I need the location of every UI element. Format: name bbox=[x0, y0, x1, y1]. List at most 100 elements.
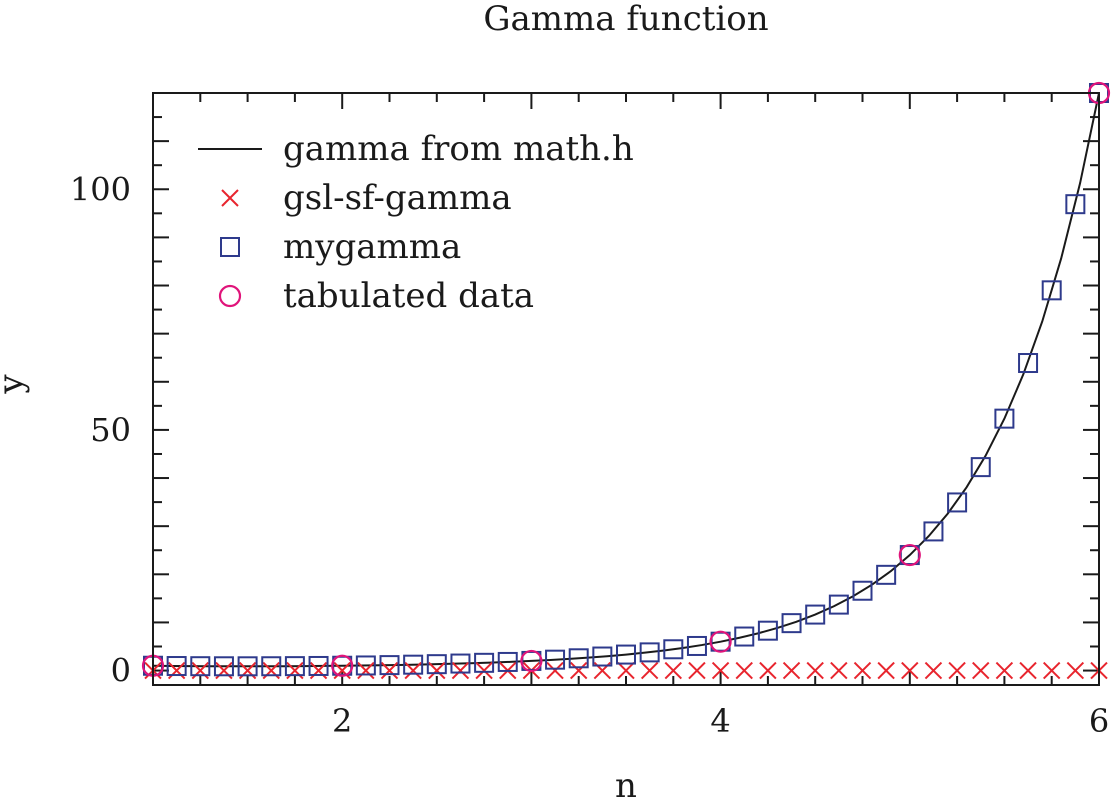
series-line-gamma-math-h bbox=[152, 92, 1100, 668]
data-point-x bbox=[688, 661, 706, 680]
legend-entry: tabulated data bbox=[218, 276, 534, 316]
data-point-x bbox=[167, 661, 186, 680]
data-point-square bbox=[213, 656, 234, 677]
data-point-x bbox=[617, 661, 635, 680]
data-point-square bbox=[970, 457, 991, 478]
data-point-x bbox=[735, 661, 753, 680]
data-point-square bbox=[284, 656, 305, 677]
series-x bbox=[144, 661, 1108, 680]
data-point-square bbox=[426, 654, 447, 675]
data-point-square bbox=[805, 604, 826, 625]
legend-label: mygamma bbox=[283, 227, 461, 267]
data-point-circle bbox=[331, 654, 354, 677]
legend-entry: mygamma bbox=[220, 227, 461, 267]
data-point-square bbox=[781, 613, 802, 634]
legend-label: gsl-sf-gamma bbox=[283, 178, 512, 218]
data-point-x bbox=[428, 661, 446, 680]
data-point-circle bbox=[520, 649, 543, 673]
series-square bbox=[143, 83, 1109, 677]
data-point-x bbox=[948, 661, 966, 680]
data-point-square bbox=[450, 653, 471, 674]
data-point-square bbox=[852, 580, 873, 601]
data-point-x bbox=[806, 661, 824, 680]
data-point-x bbox=[711, 661, 730, 680]
data-point-x bbox=[972, 661, 990, 680]
data-point-square bbox=[734, 626, 755, 647]
legend-label: gamma from math.h bbox=[283, 129, 634, 169]
data-point-square bbox=[757, 620, 778, 641]
data-point-square bbox=[1065, 194, 1086, 215]
data-point-x bbox=[877, 661, 895, 680]
data-point-square bbox=[497, 651, 518, 672]
data-point-x bbox=[759, 661, 777, 680]
data-point-square bbox=[261, 656, 282, 677]
legend: gamma from math.h gsl-sf-gamma mygamma tabu… bbox=[198, 129, 634, 316]
data-point-x bbox=[569, 661, 588, 680]
legend-marker-square bbox=[220, 237, 240, 257]
data-point-square bbox=[639, 642, 660, 663]
data-point-square bbox=[379, 655, 400, 676]
series-circle bbox=[141, 81, 1111, 677]
data-point-square bbox=[994, 408, 1015, 429]
x-axis-label: n bbox=[615, 766, 637, 801]
x-tick-label: 6 bbox=[1089, 702, 1109, 740]
data-point-square bbox=[403, 654, 424, 675]
data-point-square bbox=[923, 521, 944, 542]
data-point-x bbox=[404, 661, 422, 680]
legend-marker-x bbox=[221, 189, 239, 207]
plot-area bbox=[141, 81, 1111, 680]
data-point-x bbox=[664, 661, 683, 680]
data-point-x bbox=[309, 661, 328, 680]
data-point-x bbox=[451, 661, 470, 680]
data-point-x bbox=[380, 661, 399, 680]
data-point-square bbox=[1041, 280, 1062, 301]
tick-labels: 2 4 6 0 50 100 bbox=[70, 170, 1109, 740]
legend-entry: gamma from math.h bbox=[198, 129, 634, 169]
chart-title: Gamma function bbox=[483, 0, 768, 39]
y-tick-label: 0 bbox=[111, 652, 131, 690]
data-point-x bbox=[782, 661, 801, 680]
x-tick-label: 4 bbox=[710, 702, 730, 740]
data-point-square bbox=[237, 656, 258, 677]
data-point-x bbox=[1042, 661, 1061, 680]
data-point-square bbox=[474, 652, 495, 673]
data-point-x bbox=[924, 661, 943, 680]
data-point-x bbox=[830, 661, 848, 680]
data-point-square bbox=[663, 639, 684, 660]
legend-label: tabulated data bbox=[283, 276, 534, 316]
data-point-x bbox=[901, 661, 919, 680]
data-point-square bbox=[568, 648, 589, 669]
data-point-square bbox=[616, 644, 636, 665]
data-point-square bbox=[545, 649, 566, 670]
data-point-square bbox=[947, 492, 968, 513]
data-point-square bbox=[828, 594, 849, 615]
data-point-square bbox=[190, 656, 211, 677]
data-point-square bbox=[686, 635, 707, 656]
data-point-x bbox=[640, 661, 659, 680]
data-point-x bbox=[1019, 661, 1037, 680]
y-axis-label: y bbox=[0, 374, 31, 395]
y-tick-label: 50 bbox=[90, 411, 131, 449]
axis-ticks bbox=[152, 92, 1100, 685]
data-point-x bbox=[333, 661, 351, 680]
legend-marker-circle bbox=[218, 284, 242, 308]
data-point-square bbox=[876, 564, 897, 585]
data-point-square bbox=[1018, 353, 1039, 374]
data-point-square bbox=[308, 655, 329, 676]
data-point-x bbox=[546, 661, 564, 680]
data-point-square bbox=[355, 655, 376, 676]
data-point-square bbox=[166, 656, 187, 677]
data-point-x bbox=[475, 661, 493, 680]
y-tick-label: 100 bbox=[70, 170, 131, 208]
data-point-x bbox=[853, 661, 872, 680]
x-tick-label: 2 bbox=[332, 702, 352, 740]
data-point-square bbox=[592, 646, 613, 667]
plot-frame bbox=[152, 92, 1100, 686]
data-point-circle bbox=[898, 543, 921, 567]
legend-entry: gsl-sf-gamma bbox=[221, 178, 512, 218]
data-point-circle bbox=[709, 630, 732, 653]
data-point-x bbox=[995, 661, 1014, 680]
data-point-x bbox=[357, 661, 375, 680]
data-point-x bbox=[1066, 661, 1085, 680]
